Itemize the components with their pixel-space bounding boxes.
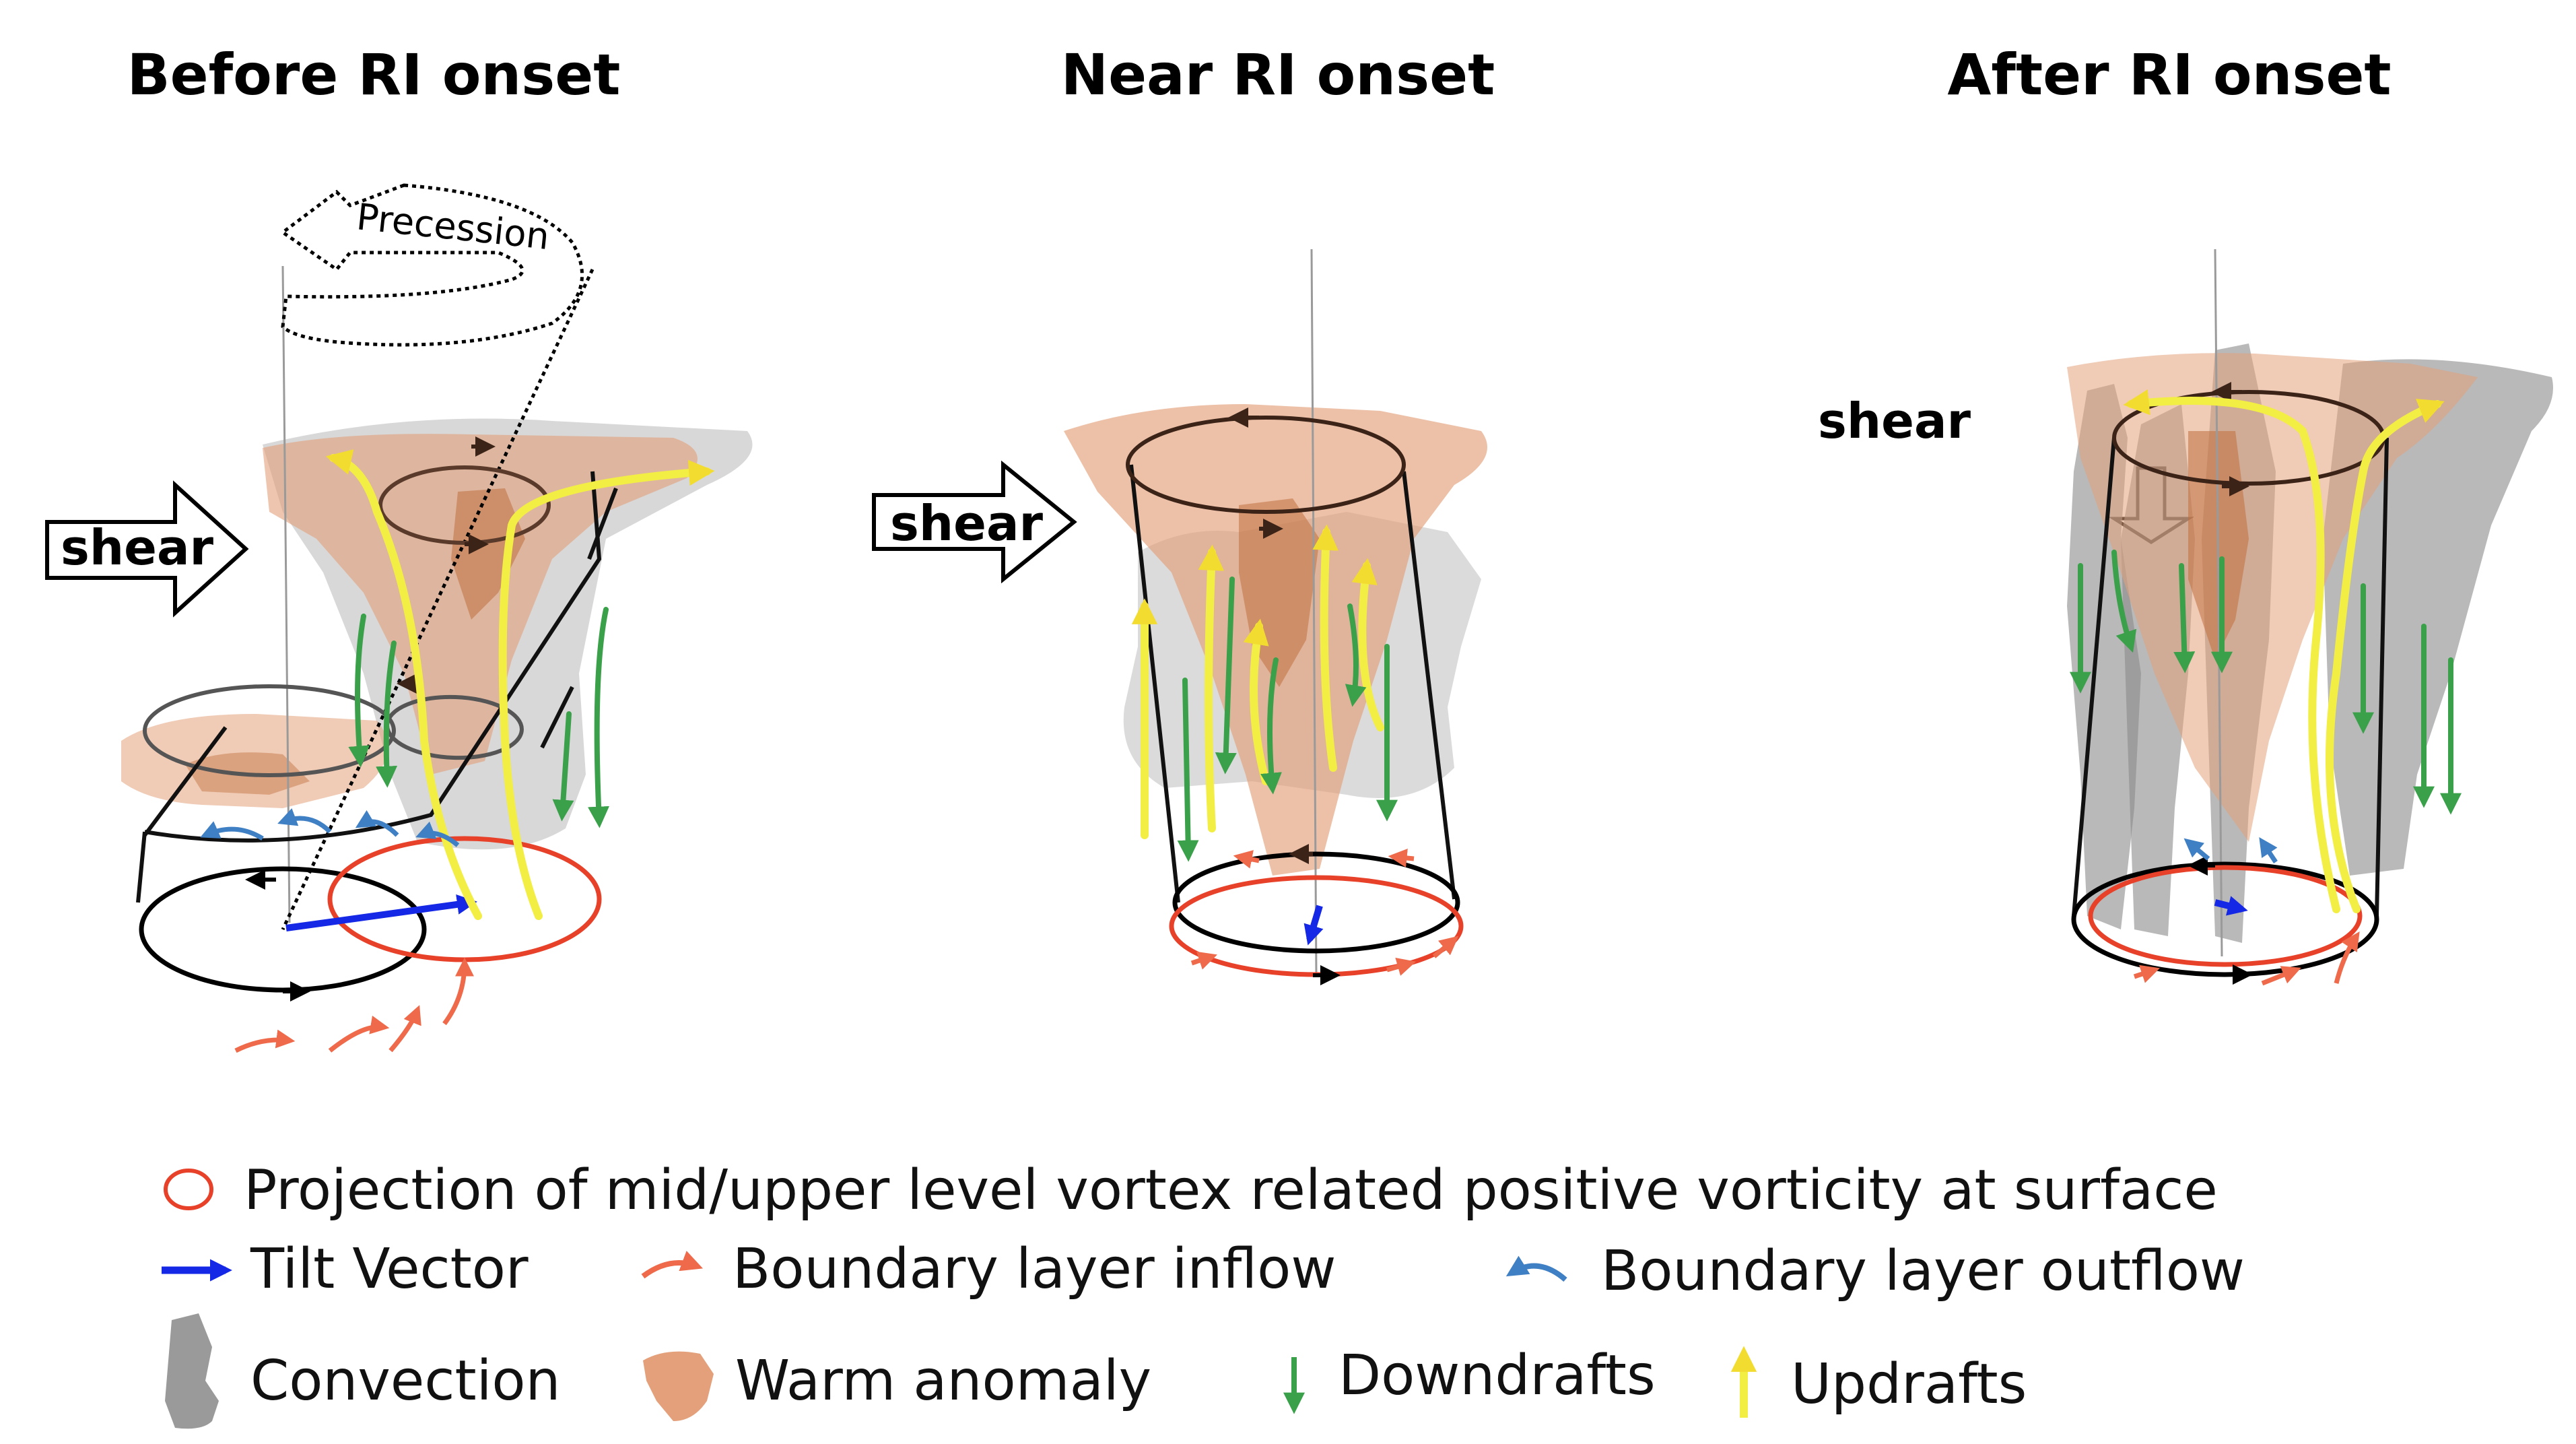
- shear-label: shear: [890, 495, 1044, 552]
- tilt-vector: [1303, 905, 1324, 946]
- legend-convection-icon: [165, 1313, 219, 1429]
- panel-title-near: Near RI onset: [1061, 42, 1495, 108]
- legend-inflow-label: Boundary layer inflow: [733, 1237, 1336, 1301]
- surface-vortex-circle: [1172, 851, 1460, 954]
- panel-before: Precession shear: [45, 183, 753, 1053]
- legend-convection-label: Convection: [250, 1349, 561, 1413]
- shear-label: shear: [61, 519, 214, 576]
- legend-projection-label: Projection of mid/upper level vortex rel…: [244, 1158, 2218, 1222]
- panel-near: shear: [872, 249, 1487, 985]
- panel-title-before: Before RI onset: [127, 42, 621, 108]
- tilt-vector: [285, 894, 477, 931]
- shear-arrow-before: shear: [45, 480, 249, 618]
- warm-anomaly-lower: [121, 714, 388, 808]
- projection-circle: [2088, 865, 2363, 967]
- legend: Projection of mid/upper level vortex rel…: [162, 1158, 2245, 1429]
- panel-title-after: After RI onset: [1947, 42, 2391, 108]
- shear-arrow-near: shear: [872, 460, 1077, 584]
- legend-warm-label: Warm anomaly: [735, 1349, 1151, 1413]
- tilt-vector: [2214, 896, 2248, 916]
- legend-outflow-label: Boundary layer outflow: [1601, 1239, 2245, 1303]
- legend-downdraft-label: Downdrafts: [1338, 1344, 1656, 1408]
- legend-tilt-label: Tilt Vector: [250, 1237, 529, 1301]
- legend-outflow-icon: [1505, 1255, 1567, 1282]
- legend-updraft-label: Updrafts: [1791, 1352, 2027, 1416]
- shear-label: shear: [1818, 393, 1971, 449]
- precession-label: Precession: [355, 195, 551, 258]
- precession-arrow: [279, 183, 595, 931]
- projection-circle: [327, 836, 602, 962]
- legend-projection-icon: [164, 1169, 213, 1210]
- legend-warm-icon: [643, 1351, 714, 1421]
- legend-inflow-icon: [641, 1251, 703, 1279]
- panel-after: shear: [1818, 249, 2553, 986]
